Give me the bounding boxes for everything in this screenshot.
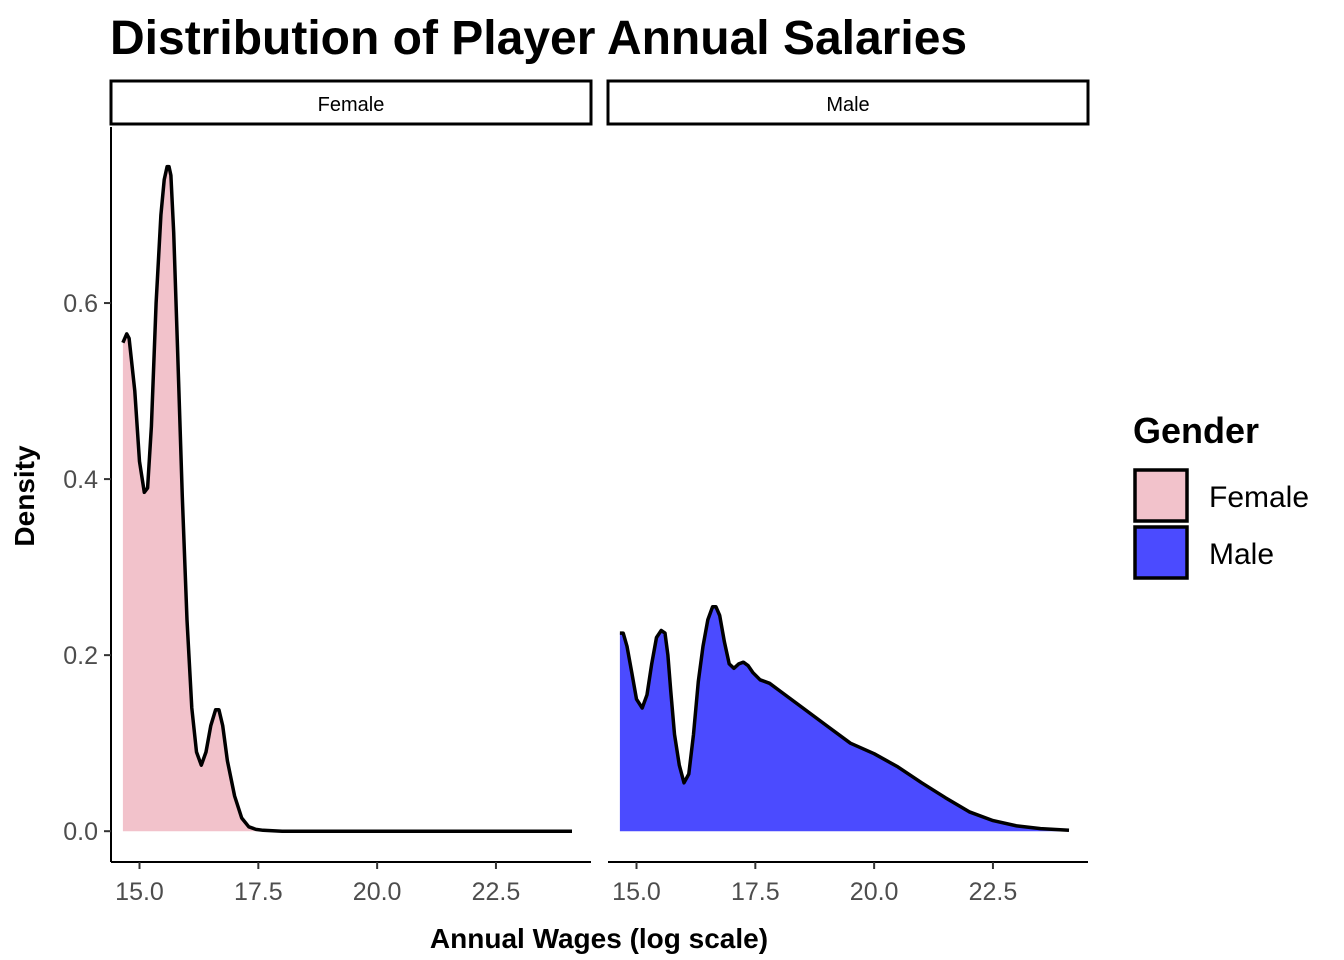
y-axis: 0.0 0.2 0.4 0.6 — [63, 127, 112, 862]
legend-label-male: Male — [1209, 538, 1274, 571]
facet-male: Male — [606, 79, 1090, 833]
panel-female — [121, 164, 573, 833]
x-axis-female: 15.0 17.5 20.0 22.5 — [111, 861, 591, 906]
x-tick-label: 17.5 — [234, 878, 283, 906]
x-tick-label: 15.0 — [612, 878, 661, 906]
y-tick-label: 0.0 — [63, 818, 98, 846]
x-axis-title: Annual Wages (log scale) — [430, 923, 768, 954]
strip-male — [606, 79, 1090, 126]
x-axis-male: 15.0 17.5 20.0 22.5 — [608, 861, 1088, 906]
facet-female: Female — [109, 79, 593, 833]
legend: Gender Female Male — [1133, 410, 1309, 580]
y-tick-label: 0.6 — [63, 290, 98, 318]
x-tick-label: 15.0 — [115, 878, 164, 906]
legend-key-male — [1133, 525, 1189, 580]
legend-label-female: Female — [1209, 481, 1309, 514]
x-tick-label: 22.5 — [969, 878, 1018, 906]
x-tick-label: 17.5 — [731, 878, 780, 906]
density-line-female — [121, 164, 572, 833]
strip-label-female: Female — [318, 94, 385, 116]
x-tick-label: 20.0 — [850, 878, 899, 906]
x-tick-label: 22.5 — [472, 878, 521, 906]
density-area-female — [122, 166, 573, 832]
density-area-male — [619, 606, 1069, 832]
y-axis-title: Density — [9, 445, 40, 547]
y-tick-label: 0.4 — [63, 466, 98, 494]
strip-label-male: Male — [826, 94, 869, 116]
legend-key-female — [1133, 468, 1189, 523]
y-tick-label: 0.2 — [63, 642, 98, 670]
legend-title: Gender — [1133, 410, 1259, 451]
density-line-male — [619, 604, 1070, 833]
panel-male — [619, 604, 1070, 833]
x-tick-label: 20.0 — [353, 878, 402, 906]
chart-title: Distribution of Player Annual Salaries — [110, 12, 967, 65]
strip-female — [109, 79, 593, 126]
